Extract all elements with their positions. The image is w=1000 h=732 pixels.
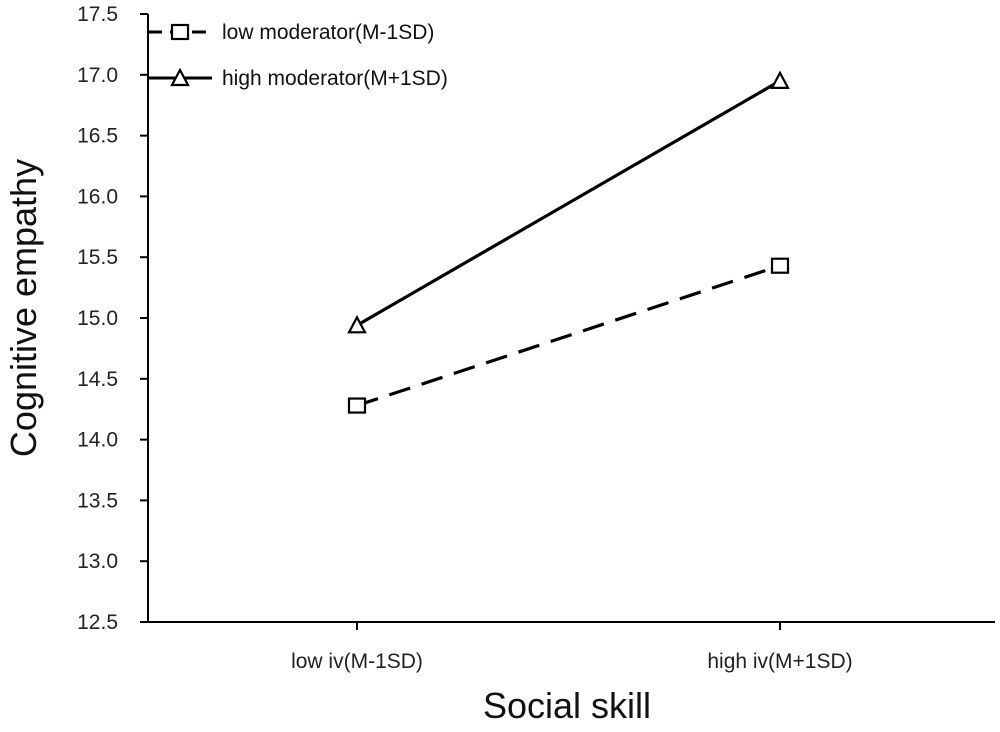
x-tick-label: low iv(M-1SD): [291, 650, 423, 673]
y-tick-label: 15.0: [77, 307, 118, 330]
y-tick-label: 17.0: [77, 64, 118, 87]
y-tick-label: 14.5: [77, 368, 118, 391]
y-tick-label: 16.0: [77, 185, 118, 208]
series-layer: [347, 70, 790, 414]
series-low-moderator: [347, 257, 790, 414]
y-tick-label: 14.0: [77, 429, 118, 452]
y-tick-label: 13.0: [77, 550, 118, 573]
series-line-high-moderator: [356, 79, 781, 327]
y-tick-label: 13.5: [77, 489, 118, 512]
axes: 12.5 13.0 13.5 14.0 14.5 15.0 15.5 16.0 16.5 17.0…: [77, 3, 995, 673]
legend-label-low-moderator: low moderator(M-1SD): [222, 21, 434, 44]
data-point-low-moderator: [770, 257, 790, 274]
series-line-low-moderator: [356, 264, 781, 408]
y-axis-title: Cognitive empathy: [3, 159, 44, 457]
x-tick-label: high iv(M+1SD): [707, 650, 852, 673]
x-axis-title: Social skill: [483, 685, 651, 726]
y-ticks: 12.5 13.0 13.5 14.0 14.5 15.0 15.5 16.0 16.5 17.0…: [77, 3, 148, 634]
x-ticks: low iv(M-1SD) high iv(M+1SD): [291, 622, 853, 673]
y-tick-label: 17.5: [77, 3, 118, 26]
data-point-high-moderator: [770, 70, 790, 89]
legend-marker-high-moderator: [170, 67, 190, 87]
series-high-moderator: [347, 70, 790, 334]
legend-label-high-moderator: high moderator(M+1SD): [222, 67, 448, 90]
legend-item-high-moderator: high moderator(M+1SD): [148, 67, 448, 90]
data-point-low-moderator: [347, 397, 367, 414]
y-tick-label: 16.5: [77, 125, 118, 148]
y-tick-label: 15.5: [77, 246, 118, 269]
legend-marker-low-moderator: [170, 23, 190, 41]
y-tick-label: 12.5: [77, 611, 118, 634]
data-point-high-moderator: [347, 314, 367, 334]
legend: low moderator(M-1SD) high moderator(M+1SD…: [148, 21, 448, 90]
legend-item-low-moderator: low moderator(M-1SD): [148, 21, 434, 44]
